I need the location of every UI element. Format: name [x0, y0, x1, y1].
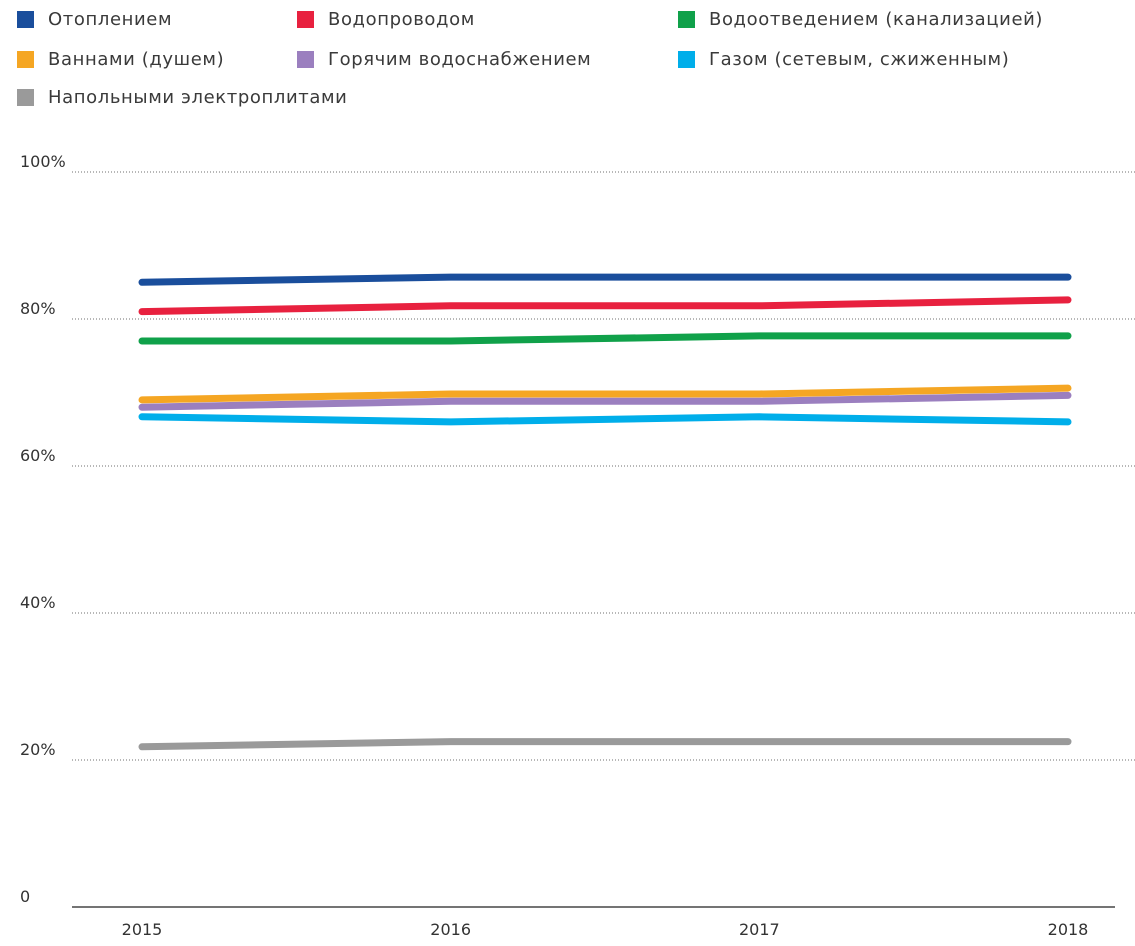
x-tick-label-2018: 2018 [1048, 920, 1089, 939]
legend-swatch-heating [17, 10, 34, 28]
legend-label-hot-water: Горячим водоснабжением [328, 48, 592, 70]
legend-label-gas: Газом (сетевым, сжиженным) [709, 48, 1010, 70]
legend-item-heating: Отоплением [17, 7, 172, 31]
legend-item-baths: Ваннами (душем) [17, 47, 224, 71]
y-tick-label-0: 0 [20, 887, 30, 906]
legend-swatch-water-supply [297, 10, 314, 28]
gridlines [72, 171, 1135, 761]
legend-swatch-sewerage [678, 10, 695, 28]
series-lines [138, 273, 1072, 751]
x-tick-label-2016: 2016 [430, 920, 471, 939]
series-line-4 [138, 384, 1072, 404]
series-line-1 [138, 273, 1072, 286]
y-tick-label-40: 40% [20, 593, 56, 612]
series-line-3 [138, 332, 1072, 345]
legend-label-sewerage: Водоотведением (канализацией) [709, 8, 1044, 30]
series-line-2 [138, 296, 1072, 316]
y-tick-label-60: 60% [20, 446, 56, 465]
legend-item-sewerage: Водоотведением (канализацией) [678, 7, 1043, 31]
legend-swatch-baths [17, 50, 34, 68]
legend-label-electric-stoves: Напольными электроплитами [48, 86, 348, 108]
legend-item-hot-water: Горячим водоснабжением [297, 47, 591, 71]
legend-label-baths: Ваннами (душем) [48, 48, 225, 70]
legend-item-water-supply: Водопроводом [297, 7, 475, 31]
y-axis-labels: 0 20% 40% 60% 80% 100% [20, 152, 66, 906]
y-tick-label-80: 80% [20, 299, 56, 318]
legend-item-electric-stoves: Напольными электроплитами [17, 85, 347, 109]
legend-item-gas: Газом (сетевым, сжиженным) [678, 47, 1009, 71]
legend-swatch-hot-water [297, 50, 314, 68]
series-line-7 [138, 738, 1072, 751]
series-line-6 [138, 413, 1072, 426]
x-tick-label-2017: 2017 [739, 920, 780, 939]
legend-label-heating: Отоплением [48, 8, 173, 30]
legend-swatch-electric-stoves [17, 88, 34, 106]
series-line-5 [138, 391, 1072, 411]
y-tick-label-20: 20% [20, 740, 56, 759]
x-tick-label-2015: 2015 [122, 920, 163, 939]
y-tick-label-100: 100% [20, 152, 66, 171]
x-axis: 2015 2016 2017 2018 [72, 906, 1115, 939]
legend-label-water-supply: Водопроводом [328, 8, 475, 30]
chart-legend: Отоплением Водопроводом Водоотведением (… [0, 0, 1135, 120]
legend-swatch-gas [678, 50, 695, 68]
